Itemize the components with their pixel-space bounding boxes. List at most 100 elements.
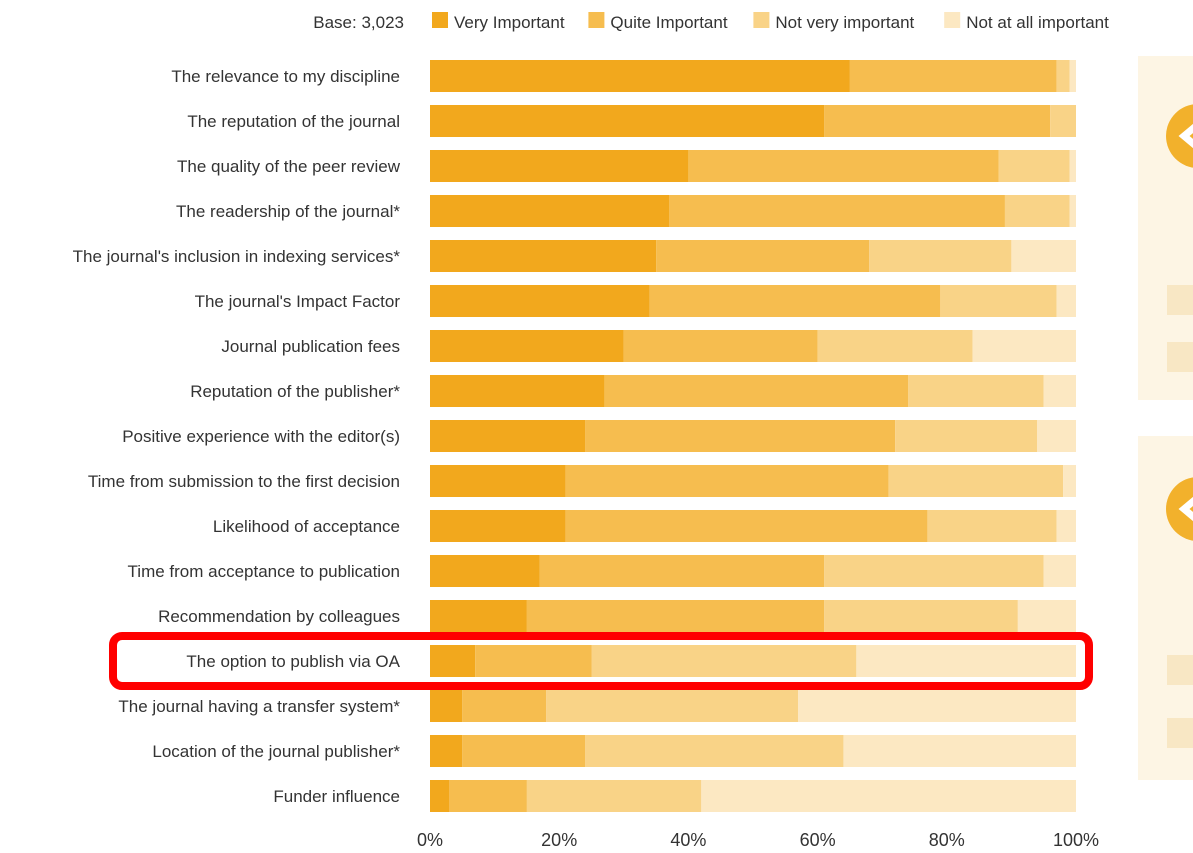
side-chip (1167, 655, 1193, 685)
category-label: Funder influence (273, 787, 400, 806)
bar-segment (1011, 240, 1076, 272)
bar-segment (546, 690, 799, 722)
bar-segment (430, 375, 605, 407)
bar-segment (1037, 420, 1076, 452)
bar-segment (1043, 375, 1076, 407)
bar-segment (669, 195, 1005, 227)
legend-swatch (432, 12, 448, 28)
category-label: The reputation of the journal (187, 112, 400, 131)
category-label: The relevance to my discipline (171, 67, 400, 86)
category-label: The quality of the peer review (177, 157, 401, 176)
legend-swatch (753, 12, 770, 28)
x-tick-label: 20% (541, 830, 577, 850)
bar-segment (1056, 510, 1076, 542)
bar-segment (1069, 60, 1076, 92)
base-label: Base: 3,023 (313, 13, 404, 32)
bar-segment (430, 330, 624, 362)
side-chip (1167, 342, 1193, 372)
bar-segment (565, 510, 928, 542)
bar-segment (895, 420, 1038, 452)
bar-segment (526, 780, 702, 812)
bar-segment (1063, 465, 1076, 497)
bar-segment (972, 330, 1076, 362)
bar-segment (565, 465, 889, 497)
bar-segment (430, 690, 463, 722)
category-label: Journal publication fees (221, 337, 400, 356)
bar-segment (1069, 195, 1076, 227)
x-tick-label: 80% (929, 830, 965, 850)
bar-segment (430, 600, 527, 632)
bar-segment (824, 600, 1018, 632)
bar-segment (462, 690, 547, 722)
category-label: The journal's Impact Factor (195, 292, 401, 311)
highlight-box (109, 632, 1093, 690)
category-label: The option to publish via OA (186, 652, 400, 671)
bar-segment (430, 420, 586, 452)
chevron-left-icon (1166, 104, 1193, 168)
bar-segment (430, 240, 657, 272)
bar-segment (940, 285, 1057, 317)
bar-segment (869, 240, 1012, 272)
bar-segment (585, 420, 896, 452)
bar-segment (1056, 285, 1076, 317)
bar-segment (656, 240, 870, 272)
bar-segment (430, 195, 670, 227)
bar-segment (688, 150, 999, 182)
chevron-left-icon (1166, 477, 1193, 541)
bar-segment (430, 780, 450, 812)
bar-segment (430, 555, 540, 587)
bar-segment (430, 465, 566, 497)
bar-segment (623, 330, 818, 362)
bar-segment (1017, 600, 1076, 632)
bar-segment (701, 780, 1076, 812)
x-tick-label: 100% (1053, 830, 1099, 850)
legend-swatch (944, 12, 961, 28)
bar-segment (430, 510, 566, 542)
bar-segment (591, 645, 857, 677)
category-label: The journal having a transfer system* (118, 697, 400, 716)
bar-segment (449, 780, 527, 812)
bar-segment (824, 555, 1044, 587)
category-label: The readership of the journal* (176, 202, 400, 221)
bar-segment (849, 60, 1057, 92)
bar-segment (908, 375, 1044, 407)
bar-segment (1004, 195, 1070, 227)
category-label: Likelihood of acceptance (213, 517, 400, 536)
category-label: Reputation of the publisher* (190, 382, 400, 401)
category-label: Location of the journal publisher* (152, 742, 400, 761)
category-label: Positive experience with the editor(s) (122, 427, 400, 446)
bar-segment (798, 690, 1076, 722)
side-chip (1167, 718, 1193, 748)
bar-segment (430, 735, 463, 767)
bar-segment (843, 735, 1076, 767)
legend-label: Quite Important (610, 13, 727, 32)
bar-segment (888, 465, 1064, 497)
bar-segment (824, 105, 1051, 137)
bar-segment (1043, 555, 1076, 587)
bar-segment (430, 150, 689, 182)
legend-swatch (588, 12, 605, 28)
category-label: Recommendation by colleagues (158, 607, 400, 626)
bar-segment (430, 285, 650, 317)
bar-segment (856, 645, 1076, 677)
x-tick-label: 40% (670, 830, 706, 850)
bar-segment (430, 105, 825, 137)
x-tick-label: 0% (417, 830, 443, 850)
bar-segment (462, 735, 586, 767)
bar-segment (526, 600, 825, 632)
bar-segment (539, 555, 825, 587)
bar-segment (430, 60, 850, 92)
bar-segment (927, 510, 1057, 542)
bar-segment (430, 645, 476, 677)
bar-segment (817, 330, 973, 362)
category-label: The journal's inclusion in indexing serv… (73, 247, 401, 266)
legend-label: Not at all important (966, 13, 1109, 32)
bar-segment (998, 150, 1070, 182)
bar-segment (475, 645, 592, 677)
category-label: Time from acceptance to publication (128, 562, 400, 581)
x-tick-label: 60% (800, 830, 836, 850)
bar-segment (649, 285, 941, 317)
legend-label: Not very important (775, 13, 914, 32)
bar-segment (1069, 150, 1076, 182)
